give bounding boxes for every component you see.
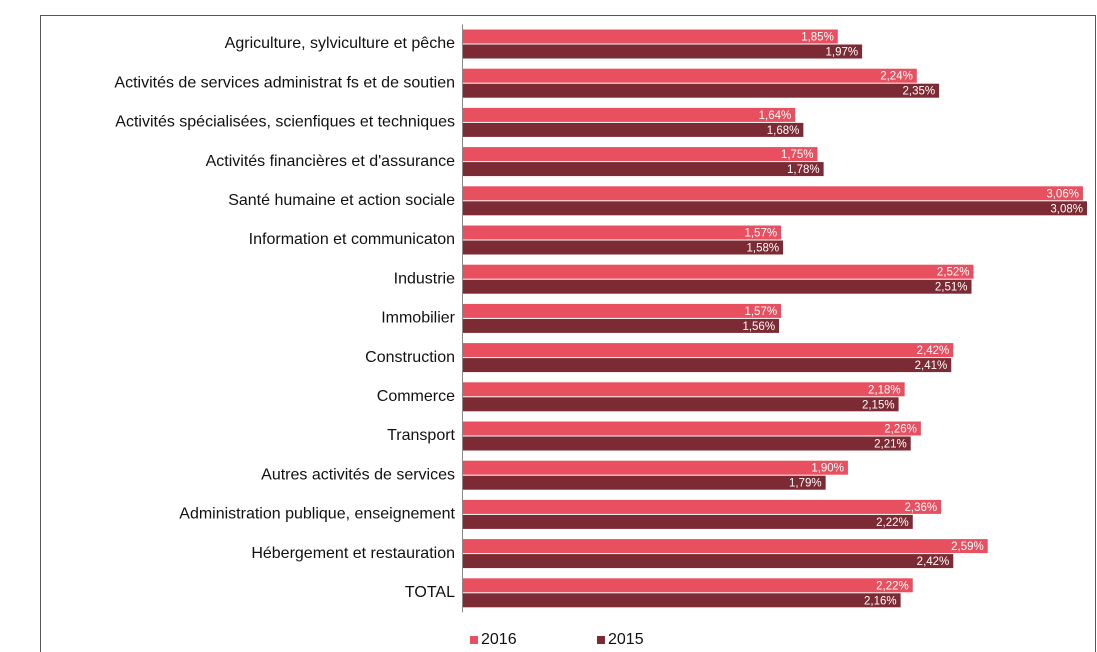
bar <box>463 83 940 98</box>
bar <box>463 107 796 122</box>
legend-swatch <box>597 636 605 644</box>
category-label: Transport <box>387 427 455 444</box>
value-label: 1,85% <box>801 32 834 44</box>
category-label: Autres activités de services <box>261 466 455 483</box>
category-label: Hébergement et restauration <box>251 545 455 562</box>
value-label: 2,16% <box>864 595 897 607</box>
category-label: Activités spécialisées, scienfiques et t… <box>115 114 455 131</box>
category-label: Commerce <box>377 388 455 405</box>
bar <box>463 201 1087 216</box>
value-label: 2,18% <box>868 384 901 396</box>
value-label: 2,52% <box>937 267 970 279</box>
value-label: 1,57% <box>744 228 777 240</box>
bar <box>463 162 824 177</box>
value-label: 2,22% <box>876 517 909 529</box>
value-label: 2,41% <box>915 360 948 372</box>
value-label: 2,24% <box>880 71 913 83</box>
legend-label: 2016 <box>481 631 517 648</box>
bar <box>463 421 921 436</box>
category-label: Activités financières et d'assurance <box>206 153 456 170</box>
value-label: 2,21% <box>874 439 907 451</box>
value-label: 2,26% <box>884 424 917 436</box>
bar <box>463 29 838 44</box>
value-label: 2,42% <box>917 345 950 357</box>
bar <box>463 264 974 279</box>
bar <box>463 303 782 318</box>
value-label: 2,15% <box>862 399 895 411</box>
bar <box>463 514 913 529</box>
category-label: Agriculture, sylviculture et pêche <box>225 35 455 52</box>
bar <box>463 68 917 83</box>
bar <box>463 539 988 554</box>
bar <box>463 147 818 162</box>
category-label: Santé humaine et action sociale <box>228 192 455 209</box>
category-label: TOTAL <box>405 584 455 601</box>
legend-label: 2015 <box>608 631 644 648</box>
category-label: Activités de services administrat fs et … <box>114 74 455 91</box>
bar <box>463 279 972 294</box>
value-label: 3,08% <box>1050 203 1083 215</box>
bar <box>463 554 954 569</box>
chart-border <box>40 15 1096 652</box>
value-label: 2,59% <box>951 541 984 553</box>
bar <box>463 499 942 514</box>
value-label: 1,57% <box>744 306 777 318</box>
value-label: 2,42% <box>917 556 950 568</box>
value-label: 1,58% <box>746 243 779 255</box>
value-label: 2,22% <box>876 580 909 592</box>
category-label: Administration publique, enseignement <box>179 506 455 523</box>
value-label: 1,68% <box>767 125 800 137</box>
category-label: Immobilier <box>381 310 455 327</box>
value-label: 2,36% <box>905 502 938 514</box>
bar <box>463 382 905 397</box>
bar <box>463 358 952 373</box>
value-label: 2,35% <box>902 86 935 98</box>
bar <box>463 44 863 59</box>
category-label: Information et communicaton <box>249 231 455 248</box>
bar <box>463 186 1083 201</box>
bar <box>463 122 804 137</box>
value-label: 1,64% <box>759 110 792 122</box>
value-label: 2,51% <box>935 282 968 294</box>
value-label: 1,75% <box>781 149 814 161</box>
bar <box>463 225 782 240</box>
category-label: Industrie <box>394 270 455 287</box>
legend-swatch <box>470 636 478 644</box>
bar <box>463 578 913 593</box>
value-label: 1,97% <box>826 47 859 59</box>
value-label: 1,78% <box>787 164 820 176</box>
category-label: Construction <box>365 349 455 366</box>
value-label: 1,79% <box>789 478 822 490</box>
value-label: 1,90% <box>811 463 844 475</box>
bar <box>463 460 848 475</box>
value-label: 3,06% <box>1046 188 1079 200</box>
value-label: 1,56% <box>742 321 775 333</box>
bar <box>463 318 780 333</box>
bar <box>463 397 899 412</box>
bar <box>463 436 911 451</box>
bar <box>463 343 954 358</box>
bar <box>463 240 784 255</box>
bar <box>463 475 826 490</box>
bar <box>463 593 901 608</box>
